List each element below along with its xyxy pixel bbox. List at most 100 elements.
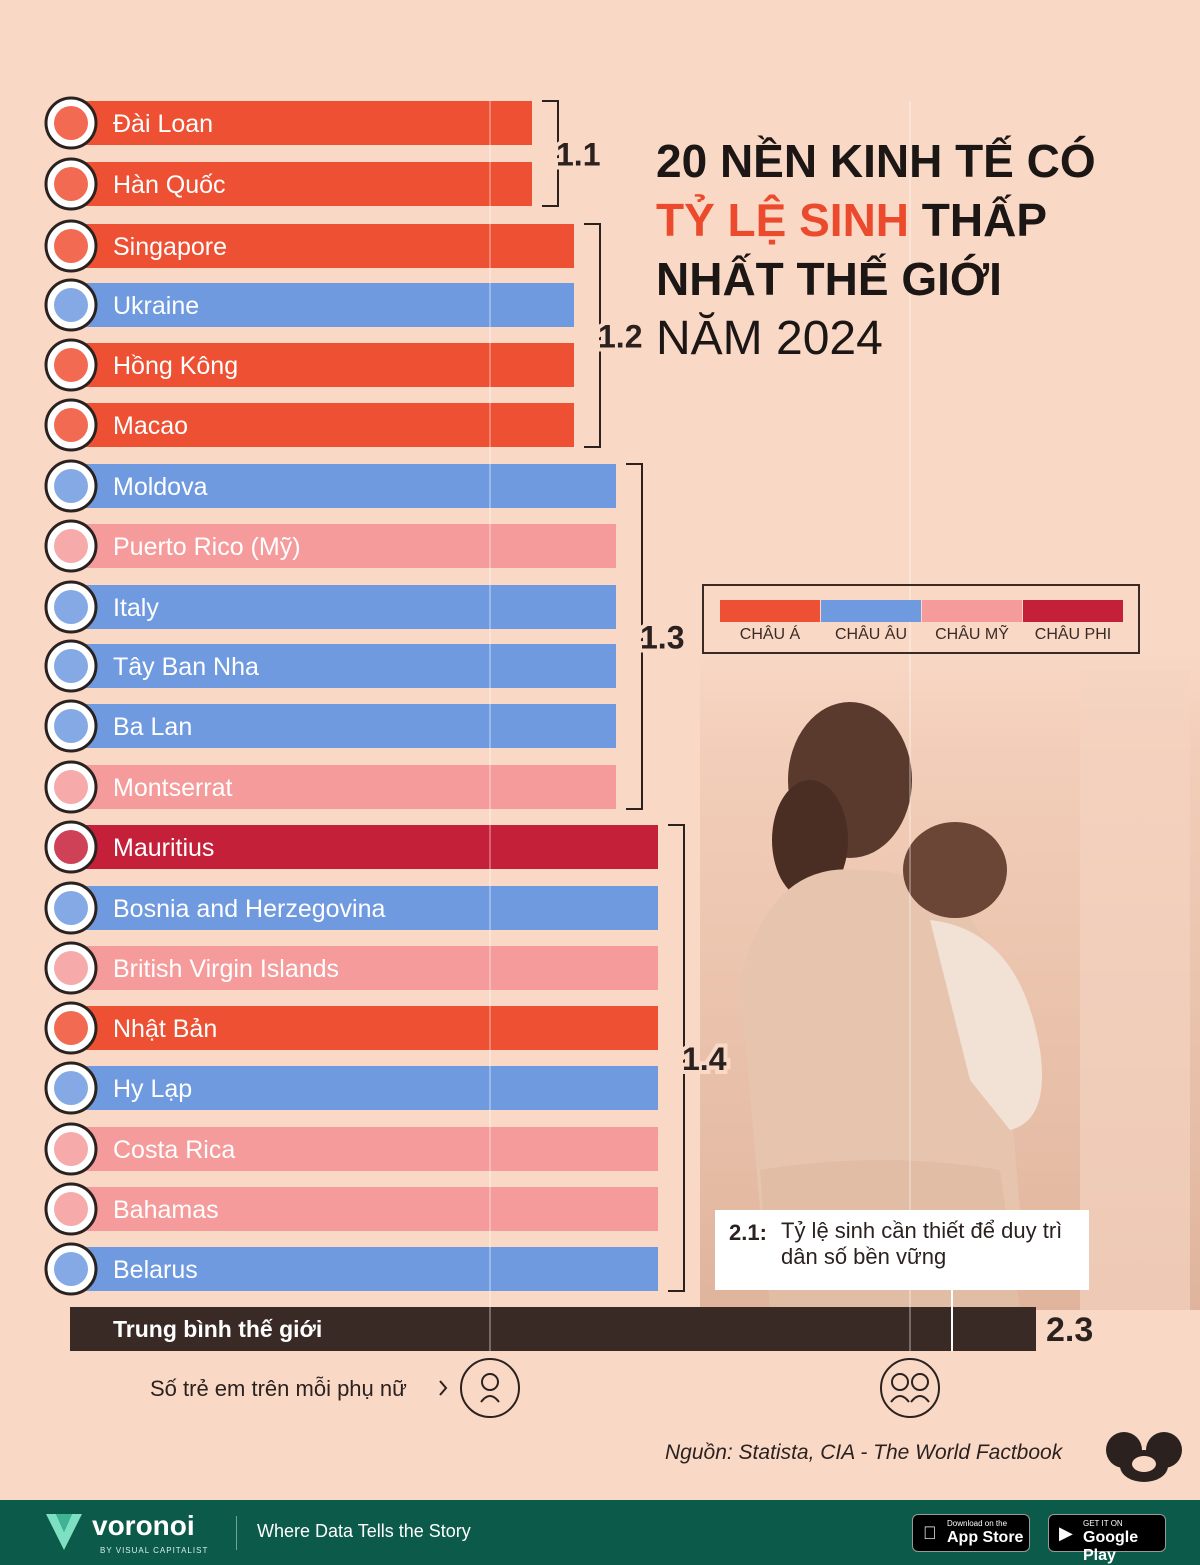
bar-bosnia-and-herzegovina <box>80 886 658 930</box>
legend-label-europe: CHÂU ÂU <box>834 626 907 643</box>
flag-belarus-fill <box>54 1252 88 1286</box>
legend-item-europe: CHÂU ÂU <box>821 600 921 644</box>
brand-sub: BY VISUAL CAPITALIST <box>100 1546 209 1555</box>
bar-montserrat <box>80 765 616 809</box>
bar-belarus <box>80 1247 658 1291</box>
voronoi-mascot-icon <box>1106 1432 1182 1482</box>
bracket-1-2 <box>584 223 601 448</box>
title-line-1: 20 NỀN KINH TẾ CÓ <box>656 135 1096 187</box>
bar-hong-kong <box>80 343 574 387</box>
flag-han-quoc-fill <box>54 167 88 201</box>
bar-world-average <box>70 1307 1036 1351</box>
bar-label-moldova: Moldova <box>113 473 208 501</box>
group-label-1-1: 1.1 <box>556 137 600 173</box>
source-note: Nguồn: Statista, CIA - The World Factboo… <box>665 1441 1063 1464</box>
one-child-icon <box>460 1358 520 1418</box>
bar-label-hy-lap: Hy Lạp <box>113 1075 192 1103</box>
two-children-icon-body <box>910 1395 930 1403</box>
legend-label-africa: CHÂU PHI <box>1034 626 1112 643</box>
app-store-label: App Store <box>947 1529 1024 1546</box>
flag-hy-lap-fill <box>54 1071 88 1105</box>
app-store-button[interactable]:  Download on the App Store <box>912 1514 1030 1552</box>
bar-tay-ban-nha <box>80 644 616 688</box>
bar-label-hong-kong: Hồng Kông <box>113 352 238 380</box>
bar-bahamas <box>80 1187 658 1231</box>
bracket-1-1 <box>542 100 559 207</box>
bar-italy <box>80 585 616 629</box>
group-label-1-2: 1.2 <box>598 319 642 355</box>
two-children-icon-head <box>891 1373 909 1391</box>
two-children-icon-head <box>911 1373 929 1391</box>
flag-costa-rica-fill <box>54 1132 88 1166</box>
voronoi-logo-icon <box>46 1514 82 1550</box>
bracket-1-3 <box>626 463 643 810</box>
google-play-icon: ▶ <box>1059 1523 1073 1543</box>
legend-swatch-america <box>922 600 1022 622</box>
bar-label-italy: Italy <box>113 594 159 622</box>
bar-label-montserrat: Montserrat <box>113 774 233 802</box>
flag-puerto-rico-my-fill <box>54 529 88 563</box>
bar-nhat-ban <box>80 1006 658 1050</box>
replacement-rate-note: 2.1: Tỷ lệ sinh cần thiết để duy trì dân… <box>715 1210 1089 1290</box>
legend: CHÂU Á CHÂU ÂU CHÂU MỸ CHÂU PHI <box>702 584 1140 654</box>
legend-item-asia: CHÂU Á <box>720 600 820 644</box>
flag-bosnia-and-herzegovina-fill <box>54 891 88 925</box>
bar-ba-lan <box>80 704 616 748</box>
title-accent: TỶ LỆ SINH <box>656 194 910 246</box>
flag-singapore-fill <box>54 229 88 263</box>
google-play-button[interactable]: ▶ GET IT ON Google Play <box>1048 1514 1166 1564</box>
world-average-value: 2.3 <box>1046 1311 1093 1349</box>
bar-label-mauritius: Mauritius <box>113 834 214 862</box>
flag-british-virgin-islands-fill <box>54 951 88 985</box>
legend-swatch-europe <box>821 600 921 622</box>
footer-bar: voronoi BY VISUAL CAPITALIST Where Data … <box>0 1500 1200 1565</box>
flag-macao-fill <box>54 408 88 442</box>
bar-label-belarus: Belarus <box>113 1256 198 1284</box>
fertility-bar-chart: Đài Loan Hàn Quốc Singapore Ukraine Hồng Kôn… <box>44 96 1093 1418</box>
bar-label-dai-loan: Đài Loan <box>113 110 213 138</box>
footer-tagline: Where Data Tells the Story <box>257 1521 471 1541</box>
legend-item-africa: CHÂU PHI <box>1023 600 1123 644</box>
title-line-2: THẤP <box>909 194 1048 246</box>
google-play-small: GET IT ON <box>1083 1519 1123 1528</box>
bar-label-macao: Macao <box>113 412 188 440</box>
group-label-1-3: 1.3 <box>640 620 684 656</box>
bar-label-ukraine: Ukraine <box>113 292 199 320</box>
two-children-icon-body <box>890 1395 910 1403</box>
legend-label-asia: CHÂU Á <box>739 626 801 643</box>
bar-moldova <box>80 464 616 508</box>
app-store-small: Download on the <box>947 1519 1008 1528</box>
bar-mauritius <box>80 825 658 869</box>
bar-label-tay-ban-nha: Tây Ban Nha <box>113 653 259 681</box>
flag-ba-lan-fill <box>54 709 88 743</box>
apple-icon:  <box>923 1523 937 1544</box>
flag-moldova-fill <box>54 469 88 503</box>
legend-label-america: CHÂU MỸ <box>935 626 1009 643</box>
google-play-label: Google Play <box>1083 1529 1139 1564</box>
bar-label-singapore: Singapore <box>113 233 227 261</box>
flag-nhat-ban-fill <box>54 1011 88 1045</box>
flag-dai-loan-fill <box>54 106 88 140</box>
bar-label-nhat-ban: Nhật Bản <box>113 1015 217 1043</box>
one-child-icon-head <box>481 1373 499 1391</box>
bar-costa-rica <box>80 1127 658 1171</box>
flag-montserrat-fill <box>54 770 88 804</box>
legend-swatch-asia <box>720 600 820 622</box>
flag-tay-ban-nha-fill <box>54 649 88 683</box>
flag-italy-fill <box>54 590 88 624</box>
bar-label-bahamas: Bahamas <box>113 1196 219 1224</box>
flag-hong-kong-fill <box>54 348 88 382</box>
bar-label-ba-lan: Ba Lan <box>113 713 192 741</box>
bar-singapore <box>80 224 574 268</box>
group-label-1-4: 1.4 <box>682 1041 727 1077</box>
replacement-rate-value: 2.1: <box>729 1220 767 1245</box>
two-children-icon <box>880 1358 940 1418</box>
bar-ukraine <box>80 283 574 327</box>
bar-han-quoc <box>80 162 532 206</box>
axis-label: Số trẻ em trên mỗi phụ nữ <box>150 1376 407 1401</box>
replacement-rate-text: Tỷ lệ sinh cần thiết để duy trì dân số b… <box>781 1218 1063 1269</box>
flag-mauritius-fill <box>54 830 88 864</box>
title-line-3: NHẤT THẾ GIỚI <box>656 253 1002 305</box>
flag-bahamas-fill <box>54 1192 88 1226</box>
chart-title: 20 NỀN KINH TẾ CÓ TỶ LỆ SINH THẤP NHẤT T… <box>656 132 1096 368</box>
